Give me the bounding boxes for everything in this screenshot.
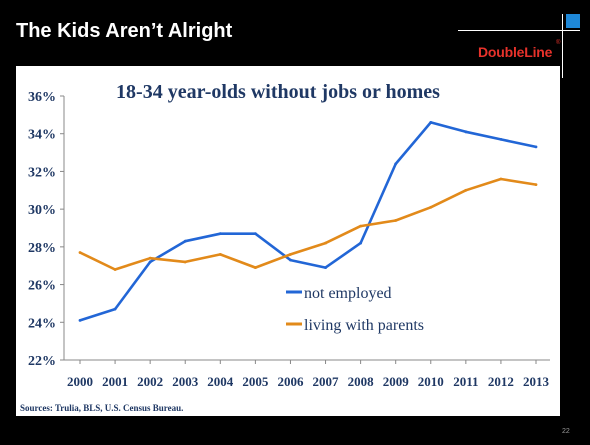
x-tick-label: 2003 [172,374,199,389]
data-point-living-with-parents [534,183,538,187]
data-point-not-employed [218,232,222,236]
corner-line-vertical [562,14,563,78]
data-point-living-with-parents [78,251,82,254]
x-tick-label: 2009 [383,374,410,389]
legend-label: not employed [304,285,392,302]
data-point-not-employed [394,162,398,166]
slide-title: The Kids Aren’t Alright [16,20,233,42]
x-tick-label: 2010 [418,374,444,389]
data-point-not-employed [534,145,538,149]
x-tick-label: 2006 [277,374,304,389]
source-note: Sources: Trulia, BLS, U.S. Census Bureau… [20,403,183,413]
data-point-not-employed [253,232,257,236]
y-tick-label: 22% [28,354,56,369]
y-tick-label: 34% [28,128,56,143]
x-tick-label: 2000 [67,374,93,389]
corner-line-horizontal [458,30,580,31]
data-point-not-employed [148,260,152,264]
data-point-living-with-parents [289,253,292,256]
x-tick-label: 2004 [207,374,234,389]
data-point-not-employed [113,307,117,311]
x-tick-label: 2007 [313,374,340,389]
data-point-living-with-parents [499,177,503,181]
logo-box [474,40,566,66]
data-point-not-employed [359,241,363,245]
data-point-living-with-parents [148,256,152,260]
y-tick-label: 30% [28,203,56,218]
chart-panel: 18-34 year-olds without jobs or homes 22… [16,66,560,416]
x-tick-label: 2008 [348,374,375,389]
data-point-living-with-parents [429,205,433,209]
x-tick-label: 2002 [137,374,163,389]
data-point-not-employed [183,239,187,243]
data-point-living-with-parents [324,241,327,245]
chart-title: 18-34 year-olds without jobs or homes [116,81,440,103]
y-tick-label: 36% [28,90,56,105]
data-point-living-with-parents [359,224,363,228]
data-point-not-employed [289,258,292,262]
y-tick-label: 32% [28,165,56,180]
data-point-living-with-parents [183,260,187,264]
line-chart: 18-34 year-olds without jobs or homes 22… [20,81,550,413]
page-number: 22 [562,428,570,435]
x-tick-label: 2013 [523,374,550,389]
y-tick-label: 28% [28,241,56,256]
data-point-not-employed [324,266,327,269]
series-line-living-with-parents [79,177,537,271]
data-point-living-with-parents [218,253,222,256]
data-point-living-with-parents [113,268,117,271]
registered-mark: ® [556,40,561,46]
data-point-living-with-parents [394,219,398,222]
data-point-living-with-parents [253,266,257,269]
x-tick-label: 2005 [242,374,269,389]
x-tick-label: 2011 [453,374,478,389]
x-tick-label: 2001 [102,374,128,389]
data-point-not-employed [499,137,503,141]
data-point-not-employed [464,130,468,134]
y-tick-label: 26% [28,279,56,294]
doubleline-logo: DoubleLine [478,44,553,60]
legend-label: living with parents [304,317,424,334]
y-tick-label: 24% [28,316,56,331]
data-point-not-employed [429,121,433,124]
corner-accent-square [566,14,580,28]
data-point-living-with-parents [464,188,468,192]
x-tick-label: 2012 [488,374,514,389]
data-point-not-employed [78,319,82,322]
